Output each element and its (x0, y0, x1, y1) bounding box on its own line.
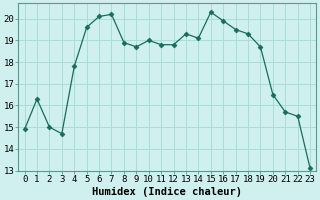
X-axis label: Humidex (Indice chaleur): Humidex (Indice chaleur) (92, 186, 242, 197)
